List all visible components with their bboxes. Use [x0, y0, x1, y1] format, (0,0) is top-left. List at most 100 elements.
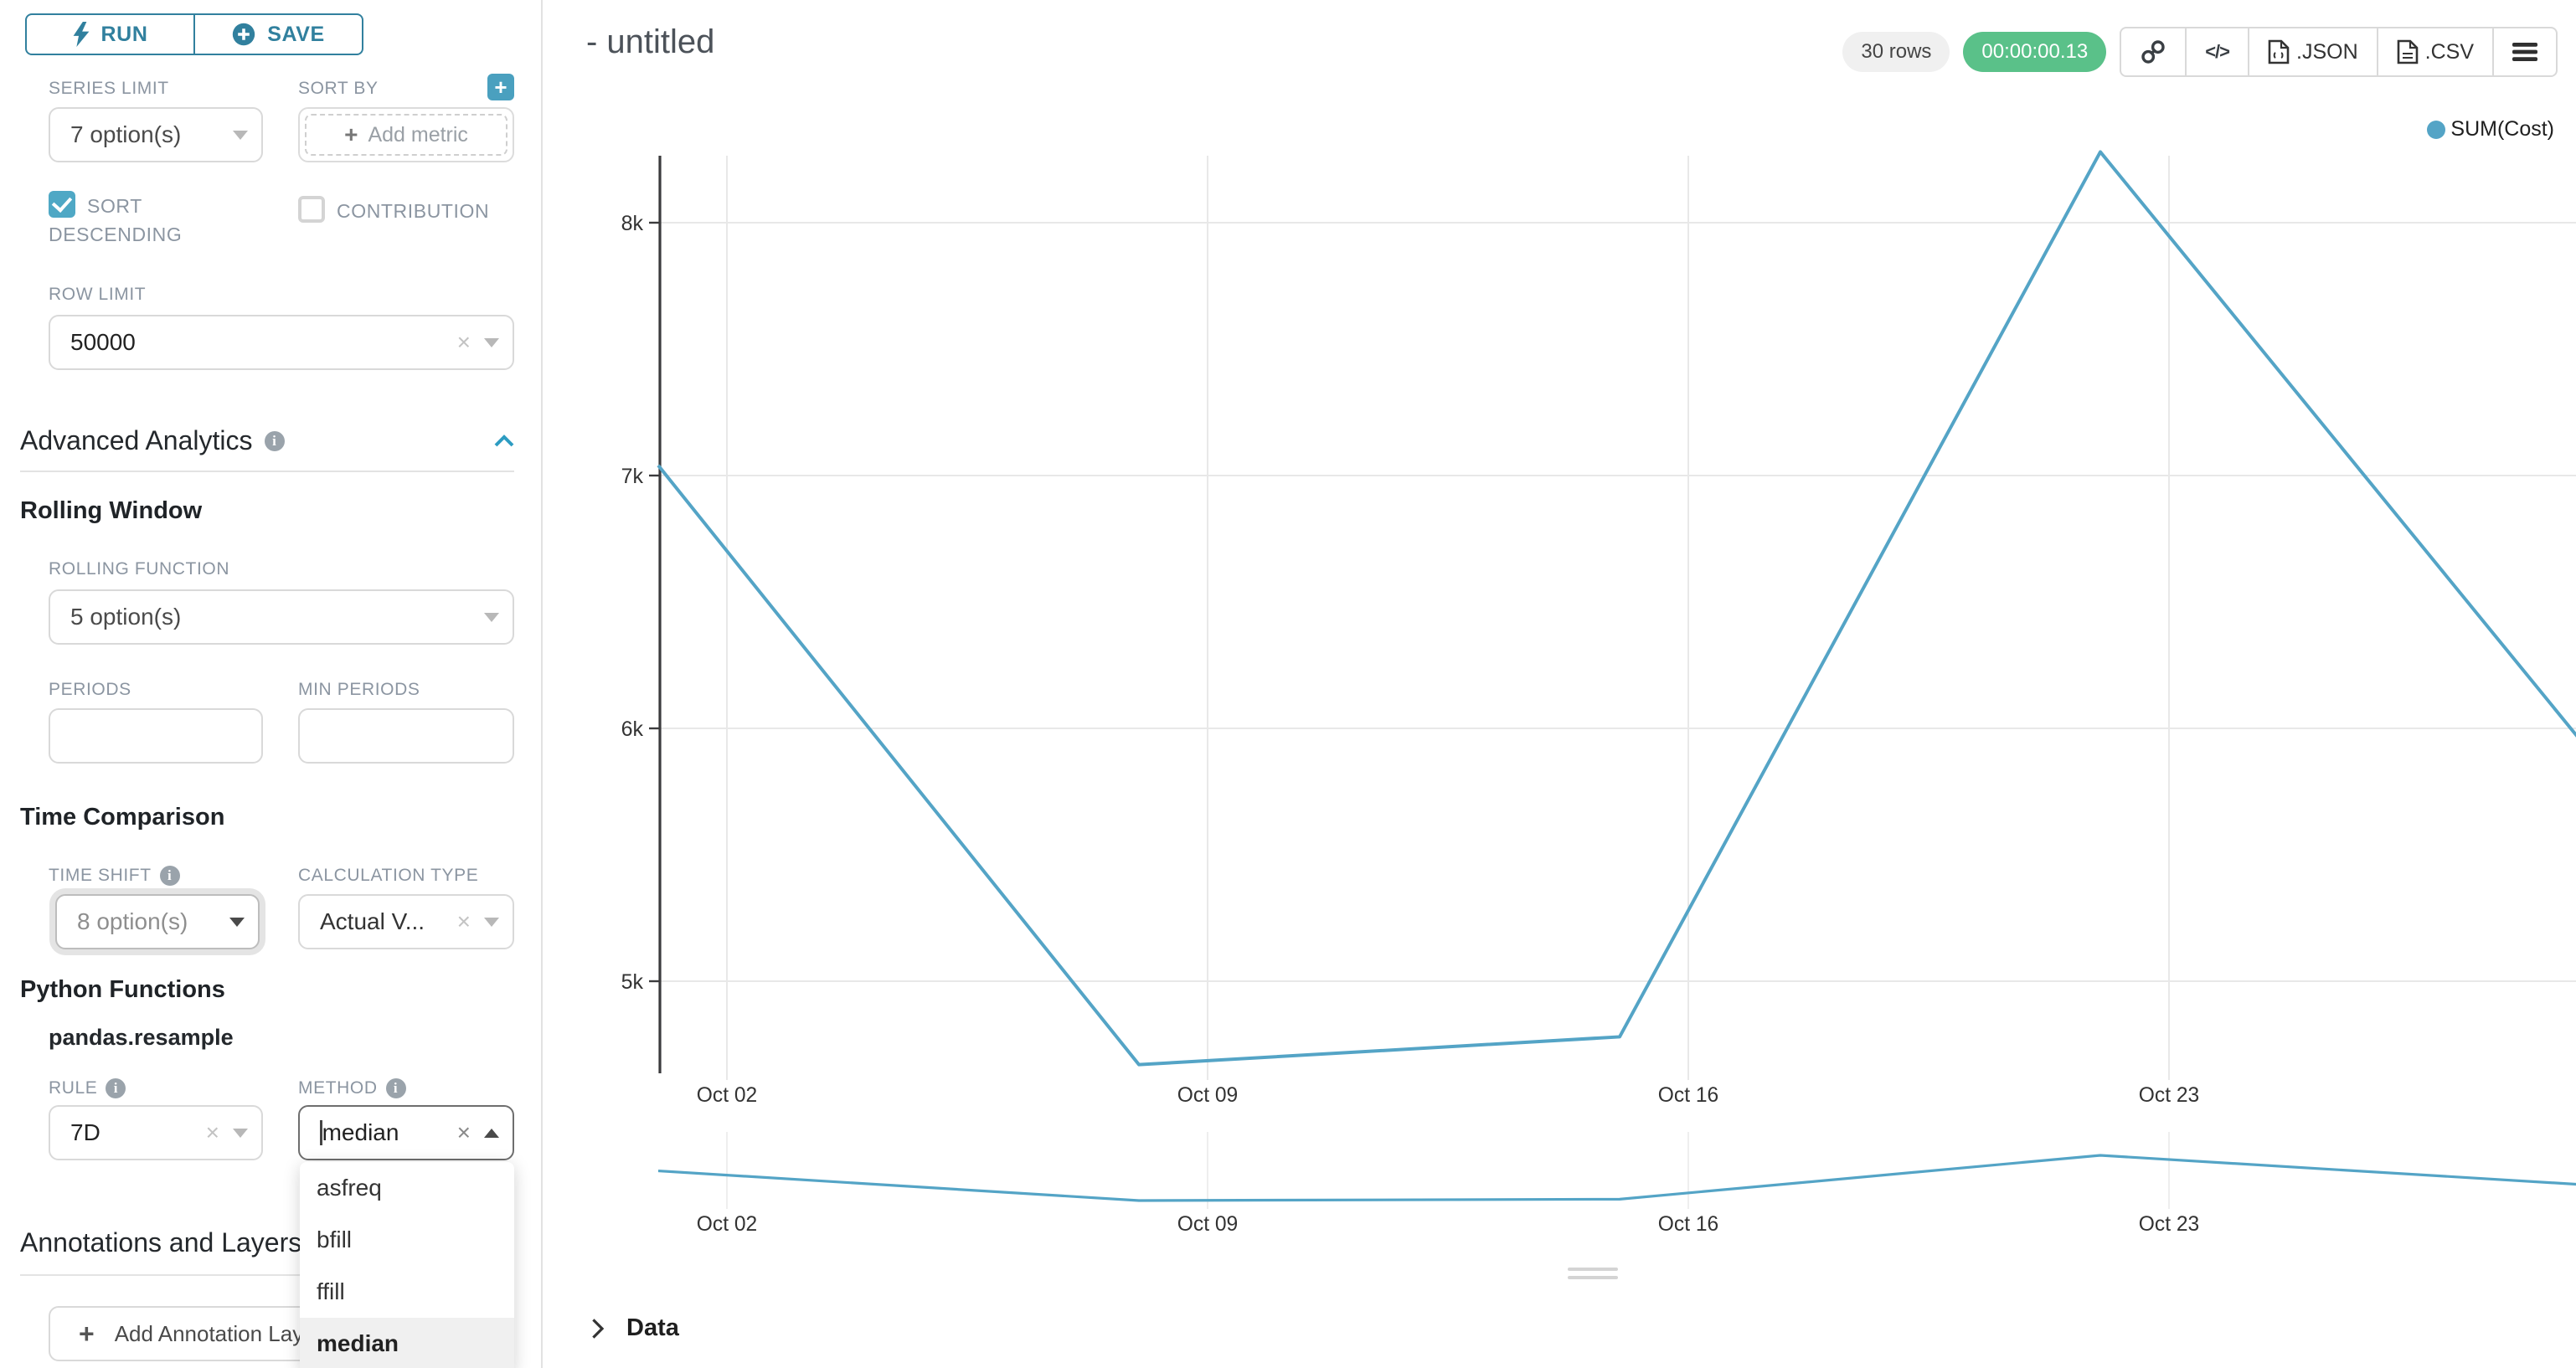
csv-file-icon	[2397, 39, 2418, 64]
annotations-header: Annotations and Layers	[20, 1227, 302, 1257]
series-limit-select[interactable]: 7 option(s)	[49, 107, 263, 162]
dropdown-option-asfreq[interactable]: asfreq	[317, 1175, 382, 1201]
chevron-up-icon	[484, 1129, 499, 1138]
plus-icon: +	[344, 121, 358, 147]
info-icon[interactable]: i	[106, 1078, 126, 1098]
method-select[interactable]: median ×	[298, 1105, 514, 1160]
legend-dot	[2427, 120, 2446, 139]
save-button-label: SAVE	[267, 22, 325, 46]
info-icon[interactable]: i	[264, 430, 285, 451]
svg-text:Oct 09: Oct 09	[1177, 1084, 1238, 1107]
chevron-up-icon[interactable]	[494, 434, 514, 448]
query-timer-badge: 00:00:00.13	[1963, 32, 2107, 72]
contribution-label: CONTRIBUTION	[337, 200, 490, 222]
data-panel-label: Data	[626, 1314, 679, 1341]
add-sort-metric-button[interactable]: +	[487, 74, 514, 100]
rolling-function-select[interactable]: 5 option(s)	[49, 589, 514, 645]
svg-text:Oct 02: Oct 02	[697, 1213, 757, 1236]
svg-text:Oct 02: Oct 02	[697, 1084, 757, 1107]
series-limit-label: SERIES LIMIT	[49, 79, 169, 98]
dropdown-option-ffill[interactable]: ffill	[317, 1278, 345, 1304]
divider	[20, 471, 514, 472]
clear-icon[interactable]: ×	[456, 329, 471, 355]
rolling-window-header: Rolling Window	[20, 497, 203, 524]
sort-descending-field: SORT DESCENDING	[49, 191, 216, 249]
chevron-down-icon	[484, 917, 499, 927]
svg-text:Oct 16: Oct 16	[1658, 1084, 1718, 1107]
svg-text:Oct 09: Oct 09	[1177, 1213, 1238, 1236]
row-limit-select[interactable]: 50000 ×	[49, 315, 514, 370]
info-icon[interactable]: i	[159, 866, 180, 886]
contribution-checkbox[interactable]	[298, 196, 325, 223]
chevron-down-icon	[229, 917, 245, 927]
lightning-icon	[73, 22, 89, 47]
min-periods-label: MIN PERIODS	[298, 680, 420, 699]
chevron-down-icon	[484, 612, 499, 622]
controls-sidebar: RUN SAVE SERIES LIMIT SORT BY + 7 option…	[0, 0, 543, 1368]
line-chart: 5k 6k 7k 8k Oct 02 Oct 02 Oct 09 Oct 09 Oct 16 Oc…	[621, 150, 2576, 1236]
clear-icon[interactable]: ×	[456, 908, 471, 934]
method-label: METHOD i	[298, 1078, 406, 1098]
sort-descending-checkbox[interactable]	[49, 191, 75, 218]
time-comparison-header: Time Comparison	[20, 804, 225, 831]
rule-select[interactable]: 7D ×	[49, 1105, 263, 1160]
python-functions-header: Python Functions	[20, 976, 225, 1003]
svg-text:Oct 23: Oct 23	[2139, 1213, 2199, 1236]
link-icon	[2141, 40, 2165, 64]
data-panel-toggle[interactable]: Data	[591, 1314, 679, 1342]
row-count-badge: 30 rows	[1842, 32, 1950, 72]
time-shift-label: TIME SHIFT i	[49, 866, 180, 886]
run-button[interactable]: RUN	[27, 15, 193, 54]
contribution-field: CONTRIBUTION	[298, 196, 533, 225]
json-file-icon	[2268, 39, 2290, 64]
dropdown-option-bfill[interactable]: bfill	[317, 1227, 353, 1252]
chart-menu-button[interactable]	[2492, 28, 2556, 75]
clear-icon[interactable]: ×	[456, 1119, 471, 1145]
advanced-analytics-header[interactable]: Advanced Analytics i	[20, 425, 514, 456]
chevron-right-icon	[592, 1318, 605, 1339]
chart-title[interactable]: - untitled	[586, 23, 715, 60]
plus-circle-icon	[232, 23, 255, 46]
embed-code-button[interactable]: </>	[2185, 28, 2248, 75]
copy-link-button[interactable]	[2121, 28, 2185, 75]
legend-label: SUM(Cost)	[2450, 117, 2554, 141]
svg-text:8k: 8k	[621, 212, 644, 235]
export-button-group: </> .JSON .CSV	[2120, 27, 2558, 77]
pandas-resample-header: pandas.resample	[49, 1025, 234, 1050]
time-shift-select[interactable]: 8 option(s)	[55, 894, 260, 949]
chart-header-actions: 30 rows 00:00:00.13 </>	[1842, 27, 2558, 77]
hamburger-menu-icon	[2512, 43, 2537, 61]
method-dropdown-menu: asfreq bfill ffill median	[300, 1162, 514, 1368]
export-json-button[interactable]: .JSON	[2248, 28, 2377, 75]
run-button-label: RUN	[100, 22, 148, 46]
rolling-function-label: ROLLING FUNCTION	[49, 559, 230, 579]
sort-descending-label: SORT DESCENDING	[49, 195, 183, 245]
chevron-down-icon	[233, 130, 248, 140]
save-button[interactable]: SAVE	[193, 15, 362, 54]
add-metric-placeholder: Add metric	[368, 122, 468, 147]
panel-resize-handle[interactable]	[1568, 1268, 1618, 1281]
svg-text:6k: 6k	[621, 717, 644, 741]
chevron-down-icon	[484, 337, 499, 347]
row-limit-label: ROW LIMIT	[49, 285, 147, 304]
plus-icon: +	[79, 1319, 95, 1349]
min-periods-input[interactable]	[298, 708, 514, 764]
sort-by-label: SORT BY	[298, 79, 379, 98]
chart-panel: - untitled 30 rows 00:00:00.13 </>	[543, 0, 2576, 1368]
svg-text:Oct 16: Oct 16	[1658, 1213, 1718, 1236]
periods-input[interactable]	[49, 708, 263, 764]
dropdown-option-median[interactable]: median	[300, 1318, 514, 1368]
sort-by-add-metric[interactable]: + Add metric	[298, 107, 514, 162]
text-cursor	[320, 1120, 322, 1145]
export-csv-button[interactable]: .CSV	[2376, 28, 2492, 75]
clear-icon[interactable]: ×	[205, 1119, 219, 1145]
svg-text:Oct 23: Oct 23	[2139, 1084, 2199, 1107]
chevron-down-icon	[233, 1128, 248, 1138]
svg-text:5k: 5k	[621, 970, 644, 994]
calculation-type-select[interactable]: Actual V... ×	[298, 894, 514, 949]
run-save-button-group: RUN SAVE	[25, 13, 363, 55]
code-icon: </>	[2205, 41, 2230, 62]
info-icon[interactable]: i	[385, 1078, 406, 1098]
legend-item-sum-cost[interactable]: SUM(Cost)	[2427, 117, 2554, 141]
